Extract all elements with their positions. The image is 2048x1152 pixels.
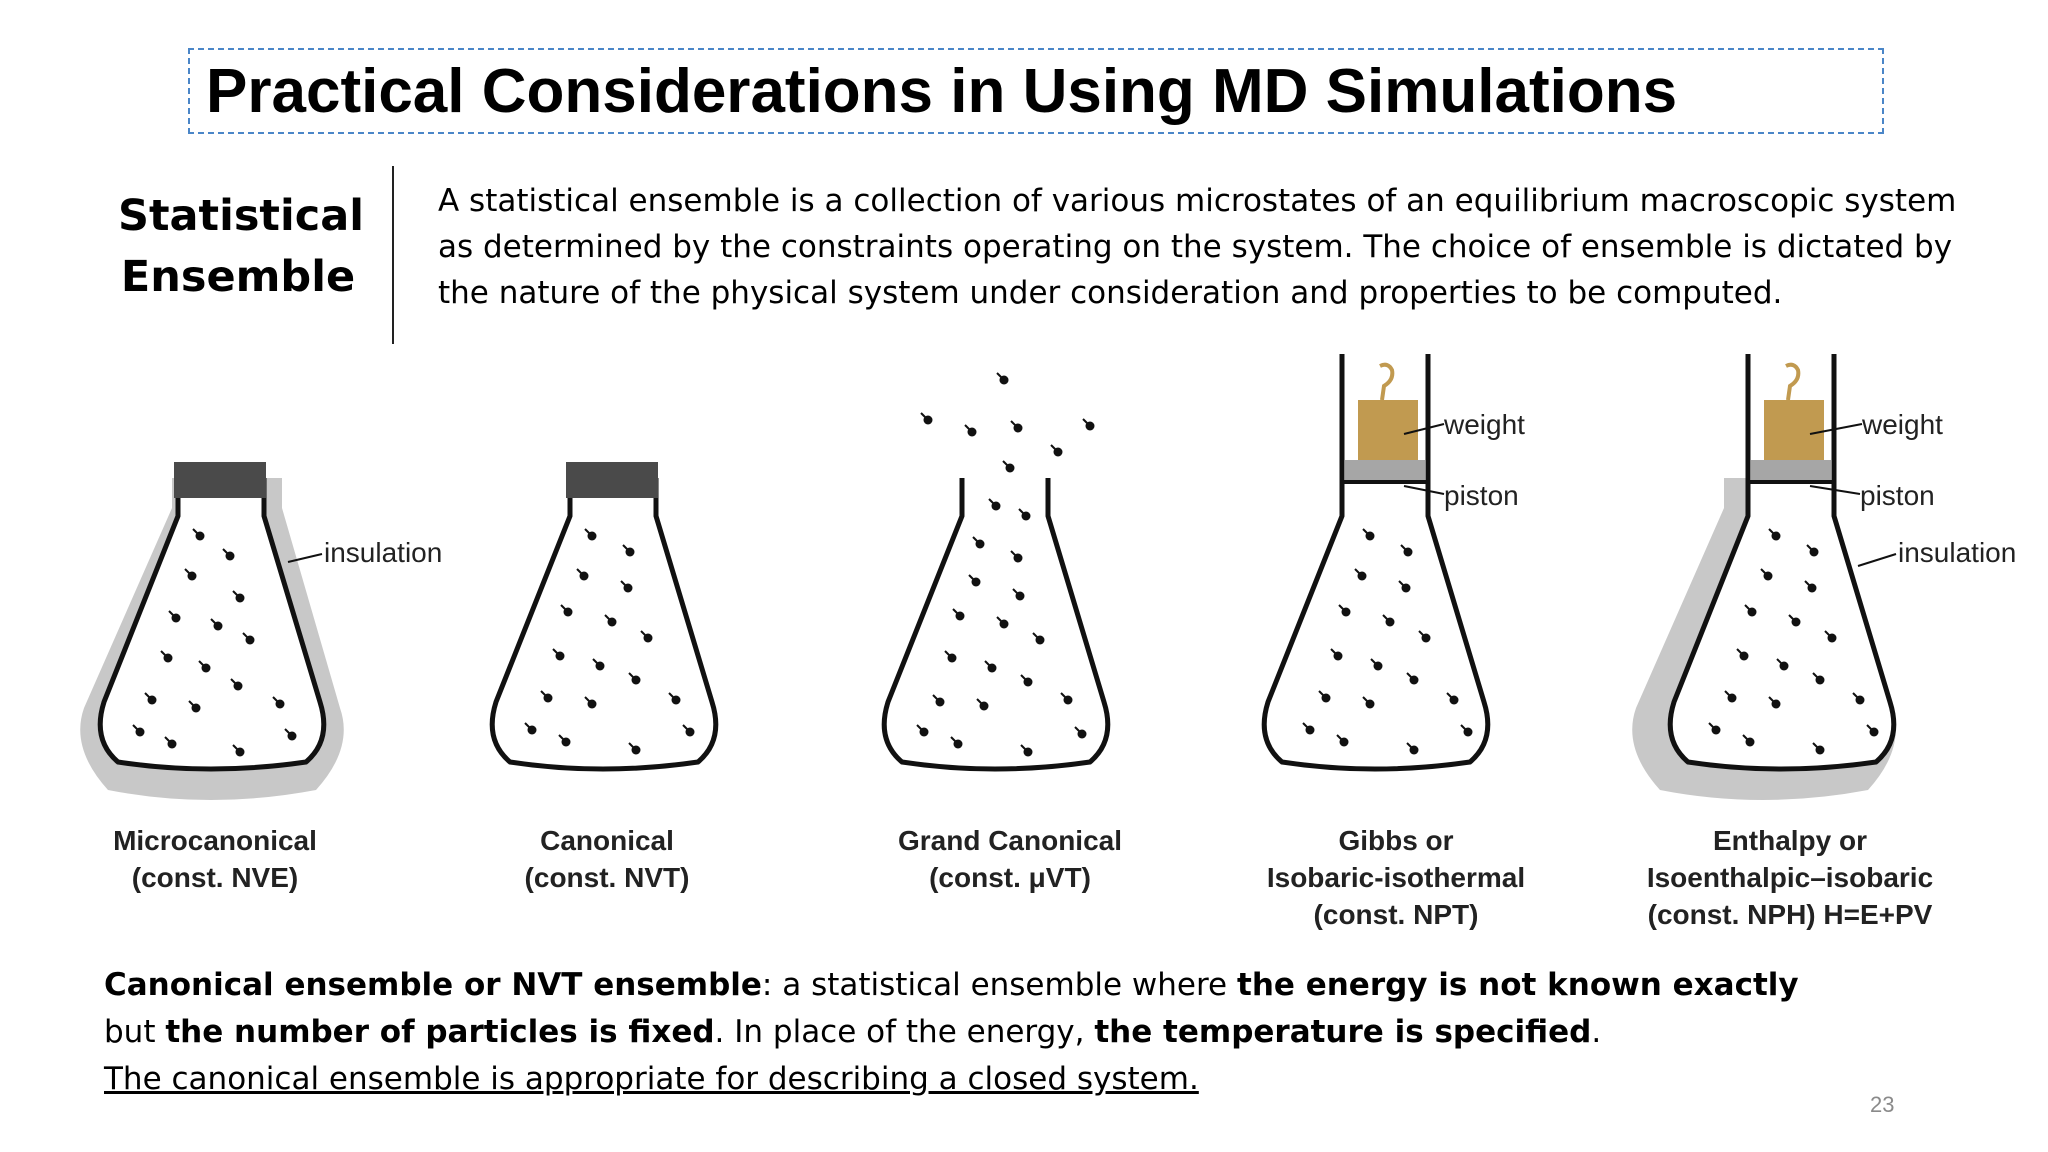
flask-outline [489, 478, 719, 772]
weight-label: weight [1443, 409, 1525, 440]
term-line-1: Statistical [118, 191, 364, 241]
definition-line-2: as determined by the constraints operati… [438, 229, 1953, 265]
piston [1345, 460, 1425, 480]
flask-gibbs: weight piston [1261, 354, 1525, 772]
caption-name: Gibbs or [1338, 825, 1454, 856]
caption-name: Microcanonical [113, 825, 317, 856]
flask-grand-canonical [881, 372, 1111, 772]
weight-block [1764, 400, 1824, 460]
piston-pointer [1403, 485, 1445, 495]
weight-block [1358, 400, 1418, 460]
divider-line [392, 166, 394, 344]
bold-phrase: the energy is not known exactly [1237, 967, 1799, 1003]
weight-pointer [1403, 423, 1445, 435]
flask-outline [97, 478, 327, 772]
caption-microcanonical: Microcanonical (const. NVE) [65, 822, 365, 896]
caption-constraint: (const. NVE) [131, 862, 299, 893]
ensemble-figure: insulation [80, 354, 2016, 800]
term-heading: Statistical Ensemble [118, 186, 364, 308]
explanation-line-2: but the number of particles is fixed. In… [104, 1009, 1904, 1056]
bold-term: Canonical ensemble or NVT ensemble [104, 967, 762, 1003]
definition-line-1: A statistical ensemble is a collection o… [438, 183, 1957, 219]
piston-label: piston [1444, 480, 1519, 511]
flask-enthalpy: weight piston insulation [1632, 354, 2016, 800]
flask-microcanonical: insulation [80, 462, 442, 800]
flask-stopper [174, 462, 266, 498]
canonical-explanation: Canonical ensemble or NVT ensemble: a st… [104, 962, 1904, 1103]
caption-name: Canonical [540, 825, 674, 856]
caption-name: Grand Canonical [897, 825, 1123, 856]
flask-canonical [489, 462, 719, 772]
flask-outline [881, 478, 1111, 772]
weight-label: weight [1861, 409, 1943, 440]
slide-title: Practical Considerations in Using MD Sim… [206, 57, 1678, 126]
flask-outline [1667, 354, 1897, 772]
flask-stopper [566, 462, 658, 498]
title-box: Practical Considerations in Using MD Sim… [188, 48, 1884, 134]
definition-text: A statistical ensemble is a collection o… [438, 178, 2018, 316]
weight-hook [1785, 362, 1801, 401]
text-segment: . In place of the energy, [714, 1014, 1095, 1050]
caption-constraint: (const. NPH) H=E+PV [1647, 899, 1933, 930]
caption-constraint: (const. μVT) [929, 862, 1091, 893]
caption-gibbs: Gibbs or Isobaric-isothermal (const. NPT… [1246, 822, 1546, 933]
text-segment: . [1591, 1014, 1602, 1050]
piston-label: piston [1860, 480, 1935, 511]
caption-name-2: Isobaric-isothermal [1266, 862, 1526, 893]
caption-canonical: Canonical (const. NVT) [457, 822, 757, 896]
caption-name-2: Isoenthalpic–isobaric [1646, 862, 1934, 893]
caption-name: Enthalpy or [1712, 825, 1867, 856]
caption-constraint: (const. NVT) [524, 862, 690, 893]
piston [1751, 460, 1831, 480]
insulation-label: insulation [1898, 537, 2016, 568]
insulation-pointer [287, 553, 323, 563]
explanation-line-3: The canonical ensemble is appropriate fo… [104, 1061, 1199, 1097]
insulation-label: insulation [324, 537, 442, 568]
weight-pointer [1809, 423, 1863, 435]
text-segment: but [104, 1014, 166, 1050]
text-segment: : a statistical ensemble where [761, 967, 1237, 1003]
insulation-pointer [1857, 553, 1897, 567]
weight-hook [1379, 362, 1395, 401]
caption-enthalpy: Enthalpy or Isoenthalpic–isobaric (const… [1640, 822, 1940, 933]
caption-grand-canonical: Grand Canonical (const. μVT) [860, 822, 1160, 896]
explanation-line-1: Canonical ensemble or NVT ensemble: a st… [104, 962, 1904, 1009]
caption-constraint: (const. NPT) [1313, 899, 1479, 930]
flask-outline [1261, 354, 1491, 772]
page-number: 23 [1870, 1092, 1895, 1117]
piston-pointer [1809, 485, 1861, 495]
definition-line-3: the nature of the physical system under … [438, 275, 1783, 311]
term-line-2: Ensemble [120, 252, 356, 302]
bold-phrase: the number of particles is fixed [165, 1014, 715, 1050]
bold-phrase: the temperature is specified [1094, 1014, 1592, 1050]
